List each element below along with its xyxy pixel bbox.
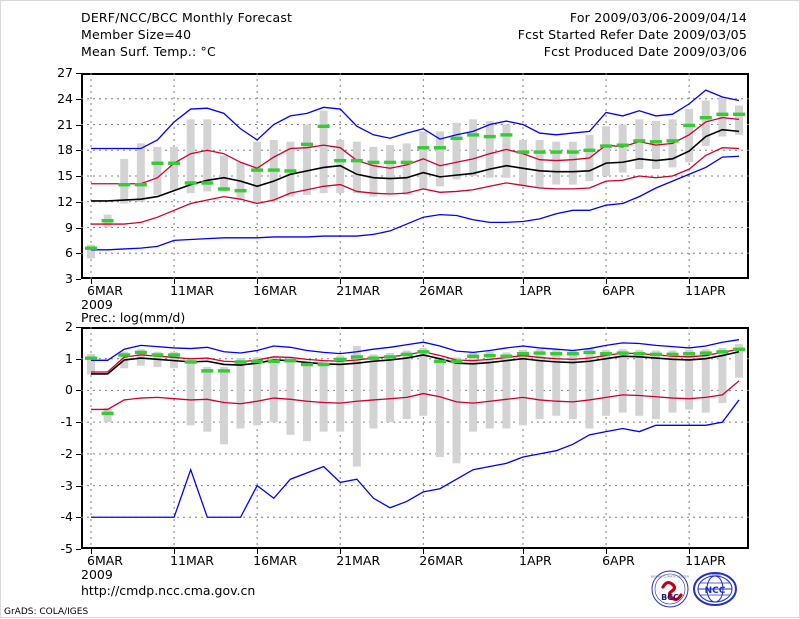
x-tick-mark — [91, 549, 92, 554]
y-tick-label: -3 — [60, 477, 73, 493]
y-tick-label: -2 — [60, 445, 73, 461]
x-tick-mark — [174, 549, 176, 554]
forecast-produced-date: Fcst Produced Date 2009/03/06 — [543, 44, 747, 59]
x-tick-label: 11APR — [685, 553, 726, 568]
x-tick-mark — [257, 279, 259, 284]
forecast-period: For 2009/03/06-2009/04/14 — [569, 10, 747, 25]
y-tick-label: 12 — [57, 193, 73, 209]
x-tick-label: 16MAR — [253, 553, 298, 568]
x-tick-mark — [606, 549, 608, 554]
page-title: DERF/NCC/BCC Monthly Forecast — [81, 10, 293, 25]
svg-text:BEIJING CLIMATE CENTER: BEIJING CLIMATE CENTER — [651, 575, 689, 579]
temperature-x-axis-year: 2009 — [81, 297, 113, 312]
y-tick-mark — [76, 253, 81, 255]
x-tick-label: 26MAR — [419, 283, 464, 298]
y-tick-label: 1 — [65, 350, 73, 366]
bcc-logo: BCC BEIJING CLIMATE CENTER — [647, 569, 693, 613]
y-tick-mark — [76, 73, 81, 74]
variable-label: Mean Surf. Temp.: °C — [81, 44, 216, 59]
y-tick-label: -5 — [60, 541, 73, 556]
x-tick-label: 6APR — [602, 553, 635, 568]
y-tick-mark — [76, 358, 81, 360]
x-tick-mark — [340, 549, 342, 554]
grads-credit: GrADS: COLA/IGES — [4, 607, 89, 617]
y-tick-mark — [76, 176, 81, 177]
precipitation-plot-canvas — [81, 327, 749, 549]
source-url[interactable]: http://cmdp.ncc.cma.gov.cn — [81, 583, 256, 598]
x-tick-label: 11APR — [685, 283, 726, 298]
precipitation-x-axis-year: 2009 — [81, 567, 113, 582]
y-tick-mark — [76, 549, 81, 550]
y-tick-label: 21 — [57, 116, 73, 132]
x-tick-mark — [689, 279, 691, 284]
precipitation-label: Prec.: log(mm/d) — [81, 310, 186, 325]
x-tick-label: 26MAR — [419, 553, 464, 568]
y-tick-mark — [76, 279, 81, 280]
y-tick-mark — [76, 422, 81, 424]
y-tick-label: 9 — [65, 219, 73, 235]
temperature-plot-canvas — [81, 73, 749, 279]
y-tick-label: -1 — [60, 414, 73, 430]
y-tick-mark — [76, 485, 81, 487]
x-tick-mark — [423, 279, 425, 284]
x-tick-label: 6APR — [602, 283, 635, 298]
x-tick-label: 6MAR — [87, 283, 123, 298]
x-tick-mark — [340, 279, 342, 284]
x-tick-label: 16MAR — [253, 283, 298, 298]
x-tick-label: 11MAR — [170, 283, 214, 298]
x-tick-label: 6MAR — [87, 553, 123, 568]
x-tick-mark — [689, 549, 691, 554]
x-tick-mark — [423, 549, 425, 554]
svg-text:CHINA: CHINA — [710, 573, 721, 577]
forecast-start-date: Fcst Started Refer Date 2009/03/05 — [517, 27, 747, 42]
y-tick-label: 24 — [57, 90, 73, 106]
y-tick-label: 15 — [57, 168, 73, 183]
y-tick-label: -4 — [60, 509, 73, 525]
x-tick-mark — [174, 279, 176, 284]
y-tick-mark — [76, 201, 81, 203]
x-tick-mark — [523, 549, 524, 554]
x-tick-label: 21MAR — [336, 283, 381, 298]
x-tick-mark — [91, 279, 92, 284]
y-tick-mark — [76, 453, 81, 455]
x-tick-label: 1APR — [519, 553, 552, 568]
y-tick-mark — [76, 517, 81, 519]
x-tick-label: 21MAR — [336, 553, 381, 568]
y-tick-label: 27 — [57, 65, 73, 80]
y-tick-mark — [76, 98, 81, 100]
x-tick-mark — [523, 279, 524, 284]
svg-text:BCC: BCC — [661, 593, 679, 602]
x-tick-label: 1APR — [519, 283, 552, 298]
member-size: Member Size=40 — [81, 27, 192, 42]
y-tick-label: 2 — [65, 319, 73, 334]
y-tick-label: 6 — [65, 245, 73, 261]
y-tick-mark — [76, 390, 81, 392]
x-tick-mark — [257, 549, 259, 554]
y-tick-label: 3 — [65, 271, 73, 286]
x-tick-label: 11MAR — [170, 553, 214, 568]
y-tick-mark — [76, 124, 81, 126]
y-tick-mark — [76, 150, 81, 152]
ncc-logo: NCC CHINA — [691, 569, 739, 613]
y-tick-label: 18 — [57, 142, 73, 158]
x-tick-mark — [606, 279, 608, 284]
y-tick-label: 0 — [65, 382, 73, 398]
y-tick-mark — [76, 227, 81, 229]
svg-text:NCC: NCC — [705, 586, 726, 596]
y-tick-mark — [76, 327, 81, 328]
temperature-chart: 3 6 9 12 15 18 21 24 27 6MAR 11MAR 16MAR 21MAR 26MAR… — [1, 1, 800, 312]
